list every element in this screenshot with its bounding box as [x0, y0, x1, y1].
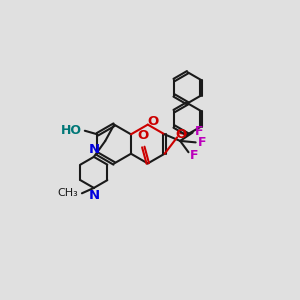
Text: O: O	[176, 128, 187, 141]
Text: O: O	[148, 115, 159, 128]
Text: N: N	[88, 143, 99, 156]
Text: N: N	[88, 189, 99, 202]
Text: O: O	[138, 129, 149, 142]
Text: CH₃: CH₃	[57, 188, 78, 198]
Text: F: F	[190, 149, 198, 162]
Text: F: F	[198, 136, 206, 149]
Text: F: F	[195, 125, 204, 138]
Text: HO: HO	[61, 124, 82, 137]
